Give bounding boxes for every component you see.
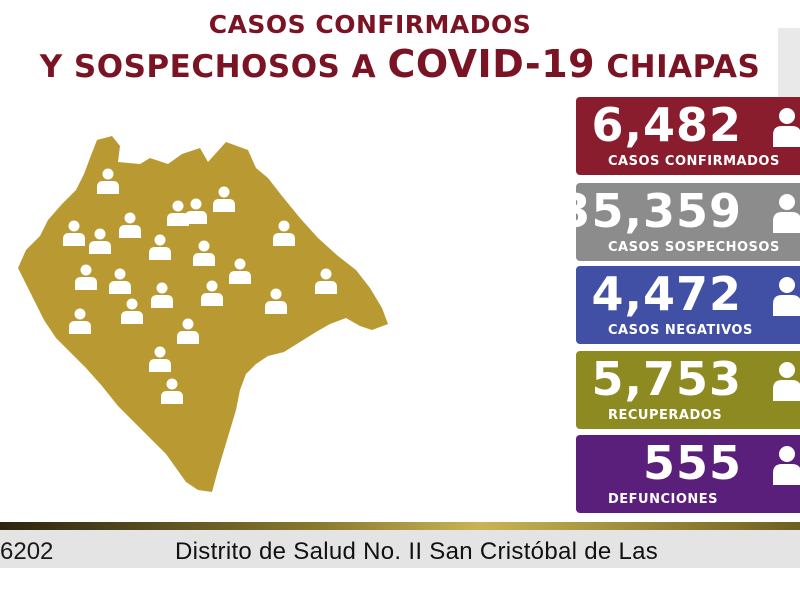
stat-label: RECUPERADOS <box>608 408 723 423</box>
stat-value: 6,482 <box>591 98 742 152</box>
stat-card: 6,482 CASOS CONFIRMADOS <box>576 97 800 175</box>
person-icon <box>149 234 171 260</box>
ticker-code: 6202 <box>0 538 54 565</box>
stat-card: 4,472 CASOS NEGATIVOS <box>576 266 800 344</box>
stat-card: 35,359 CASOS SOSPECHOSOS <box>576 183 800 261</box>
person-icon <box>63 220 85 246</box>
person-icon <box>69 308 91 334</box>
person-icon <box>773 108 800 147</box>
person-icon <box>121 298 143 324</box>
person-icon <box>89 228 111 254</box>
person-icon <box>167 200 189 226</box>
header-title-suffix: CHIAPAS <box>595 49 761 85</box>
person-icon <box>151 282 173 308</box>
person-icon <box>177 318 199 344</box>
person-icon <box>149 346 171 372</box>
stat-card: 5,753 RECUPERADOS <box>576 351 800 429</box>
channel-logo <box>778 28 800 110</box>
person-icon <box>119 212 141 238</box>
stat-value: 5,753 <box>591 352 742 406</box>
person-icon <box>213 186 235 212</box>
stat-value: 555 <box>642 436 742 490</box>
person-icon <box>193 240 215 266</box>
person-icon <box>97 168 119 194</box>
stat-card: 555 DEFUNCIONES <box>576 435 800 513</box>
person-icon <box>773 362 800 401</box>
stat-value: 35,359 <box>576 184 742 238</box>
stat-label: CASOS NEGATIVOS <box>608 323 753 338</box>
ticker-text: Distrito de Salud No. II San Cristóbal d… <box>175 538 659 565</box>
person-icon <box>229 258 251 284</box>
person-icon <box>773 446 800 485</box>
person-icon <box>109 268 131 294</box>
person-icon <box>75 264 97 290</box>
chiapas-map-shape <box>18 136 388 492</box>
bottom-bar <box>0 568 800 600</box>
stat-label: CASOS SOSPECHOSOS <box>608 240 780 255</box>
header-title-line1: CASOS CONFIRMADOS <box>208 10 532 39</box>
person-icon <box>161 378 183 404</box>
person-icon <box>201 280 223 306</box>
stat-label: CASOS CONFIRMADOS <box>608 154 780 169</box>
header-title-line2: Y SOSPECHOSOS A COVID-19 CHIAPAS <box>0 42 800 86</box>
ticker-stripe <box>0 522 800 530</box>
person-icon <box>265 288 287 314</box>
header-title-highlight: COVID-19 <box>387 42 596 86</box>
chiapas-map <box>18 136 388 492</box>
stat-label: DEFUNCIONES <box>608 492 719 507</box>
person-icon <box>185 198 207 224</box>
person-icon <box>315 268 337 294</box>
stat-value: 4,472 <box>591 267 742 321</box>
header-title-prefix: Y SOSPECHOSOS A <box>39 49 388 85</box>
person-icon <box>773 277 800 316</box>
person-icon <box>273 220 295 246</box>
person-icon <box>773 194 800 233</box>
